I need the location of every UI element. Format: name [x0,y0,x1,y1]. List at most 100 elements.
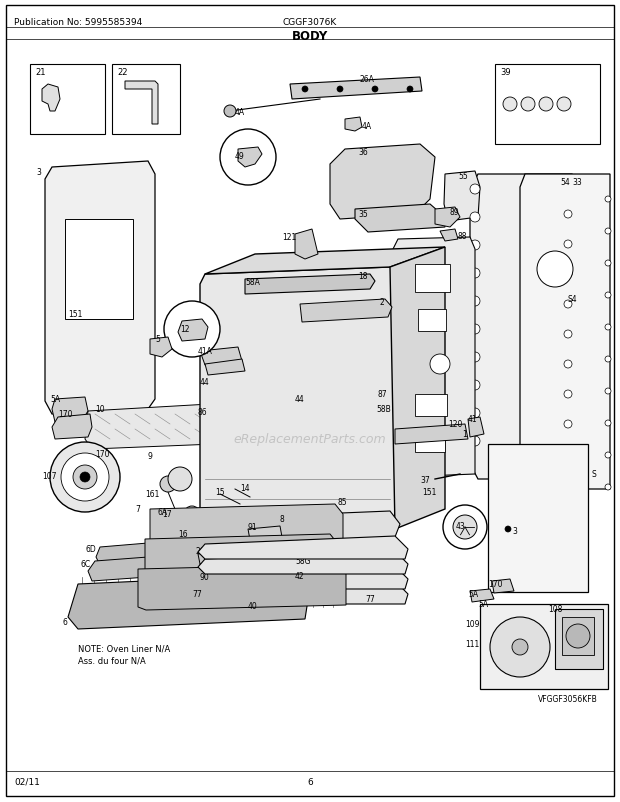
Circle shape [224,106,236,118]
Circle shape [564,270,572,278]
Circle shape [605,420,611,427]
Text: 17: 17 [162,509,172,518]
Text: 87: 87 [378,390,388,399]
Text: 89: 89 [450,208,459,217]
Text: 39: 39 [500,68,511,77]
Text: 55: 55 [458,172,467,180]
Text: 26A: 26A [360,75,375,84]
Text: 86: 86 [198,407,208,416]
Circle shape [605,452,611,459]
Circle shape [557,98,571,111]
Text: Ass. du four N/A: Ass. du four N/A [78,656,146,665]
Polygon shape [150,504,343,547]
Circle shape [564,451,572,459]
Text: 58G: 58G [295,557,311,565]
Text: 77: 77 [192,589,202,598]
Text: 49: 49 [235,152,245,160]
Text: 22: 22 [117,68,128,77]
Polygon shape [150,338,172,358]
Polygon shape [200,347,242,366]
Bar [555,610,603,669]
Polygon shape [468,418,484,437]
Circle shape [453,516,477,539]
Polygon shape [345,118,362,132]
Circle shape [605,484,611,490]
Text: 91: 91 [248,522,258,532]
Text: 170: 170 [58,410,73,419]
Polygon shape [238,148,262,168]
Polygon shape [395,424,468,444]
Circle shape [564,241,572,249]
Polygon shape [52,398,88,424]
Polygon shape [145,534,338,577]
Text: 15: 15 [215,488,224,496]
Polygon shape [392,237,475,477]
Polygon shape [85,404,218,449]
Polygon shape [295,229,318,260]
Bar [562,618,594,655]
Polygon shape [200,268,395,539]
Bar [495,65,600,145]
Circle shape [566,624,590,648]
Text: 121: 121 [282,233,296,241]
Text: 77: 77 [365,594,374,603]
Text: 151: 151 [422,488,436,496]
Text: 6: 6 [62,618,67,626]
Text: 16: 16 [178,529,188,538]
Text: 8: 8 [280,514,285,524]
Text: 42: 42 [295,571,304,581]
Polygon shape [470,589,494,602]
Bar [65,220,133,320]
Polygon shape [198,566,408,589]
Bar [30,65,105,135]
Circle shape [302,87,308,93]
Circle shape [539,98,553,111]
Circle shape [605,388,611,395]
Text: 5A: 5A [50,395,60,403]
Text: S4: S4 [568,294,578,304]
Polygon shape [52,415,92,439]
Circle shape [407,87,413,93]
Polygon shape [248,526,282,541]
Text: 41: 41 [468,415,477,423]
Circle shape [61,453,109,501]
Circle shape [605,196,611,203]
Circle shape [80,472,90,482]
Bar [415,265,450,293]
Circle shape [73,465,97,489]
Polygon shape [198,551,408,574]
Circle shape [564,420,572,428]
Circle shape [605,357,611,363]
Circle shape [470,325,480,334]
Circle shape [184,506,200,522]
Text: 90: 90 [200,573,210,581]
Text: 44: 44 [295,395,305,403]
Circle shape [605,229,611,235]
Text: 151: 151 [68,310,82,318]
Text: 43: 43 [456,521,466,530]
Text: 1: 1 [462,429,467,439]
Bar [415,395,447,416]
Circle shape [50,443,120,512]
Text: 02/11: 02/11 [14,777,40,786]
Bar [112,65,180,135]
Polygon shape [290,78,422,100]
Circle shape [470,380,480,391]
Text: 109: 109 [465,619,479,628]
Polygon shape [330,145,435,220]
Circle shape [470,213,480,223]
Polygon shape [470,175,580,480]
Polygon shape [355,205,445,233]
Circle shape [168,468,192,492]
Text: 40: 40 [248,602,258,610]
Text: NOTE: Oven Liner N/A: NOTE: Oven Liner N/A [78,644,170,653]
Circle shape [470,269,480,278]
Text: 3: 3 [512,526,517,535]
Text: VFGGF3056KFB: VFGGF3056KFB [538,695,598,703]
Circle shape [470,436,480,447]
Bar [480,604,608,689]
Polygon shape [138,565,346,610]
Circle shape [164,302,220,358]
Text: 14: 14 [240,484,250,492]
Text: 82: 82 [295,539,304,549]
